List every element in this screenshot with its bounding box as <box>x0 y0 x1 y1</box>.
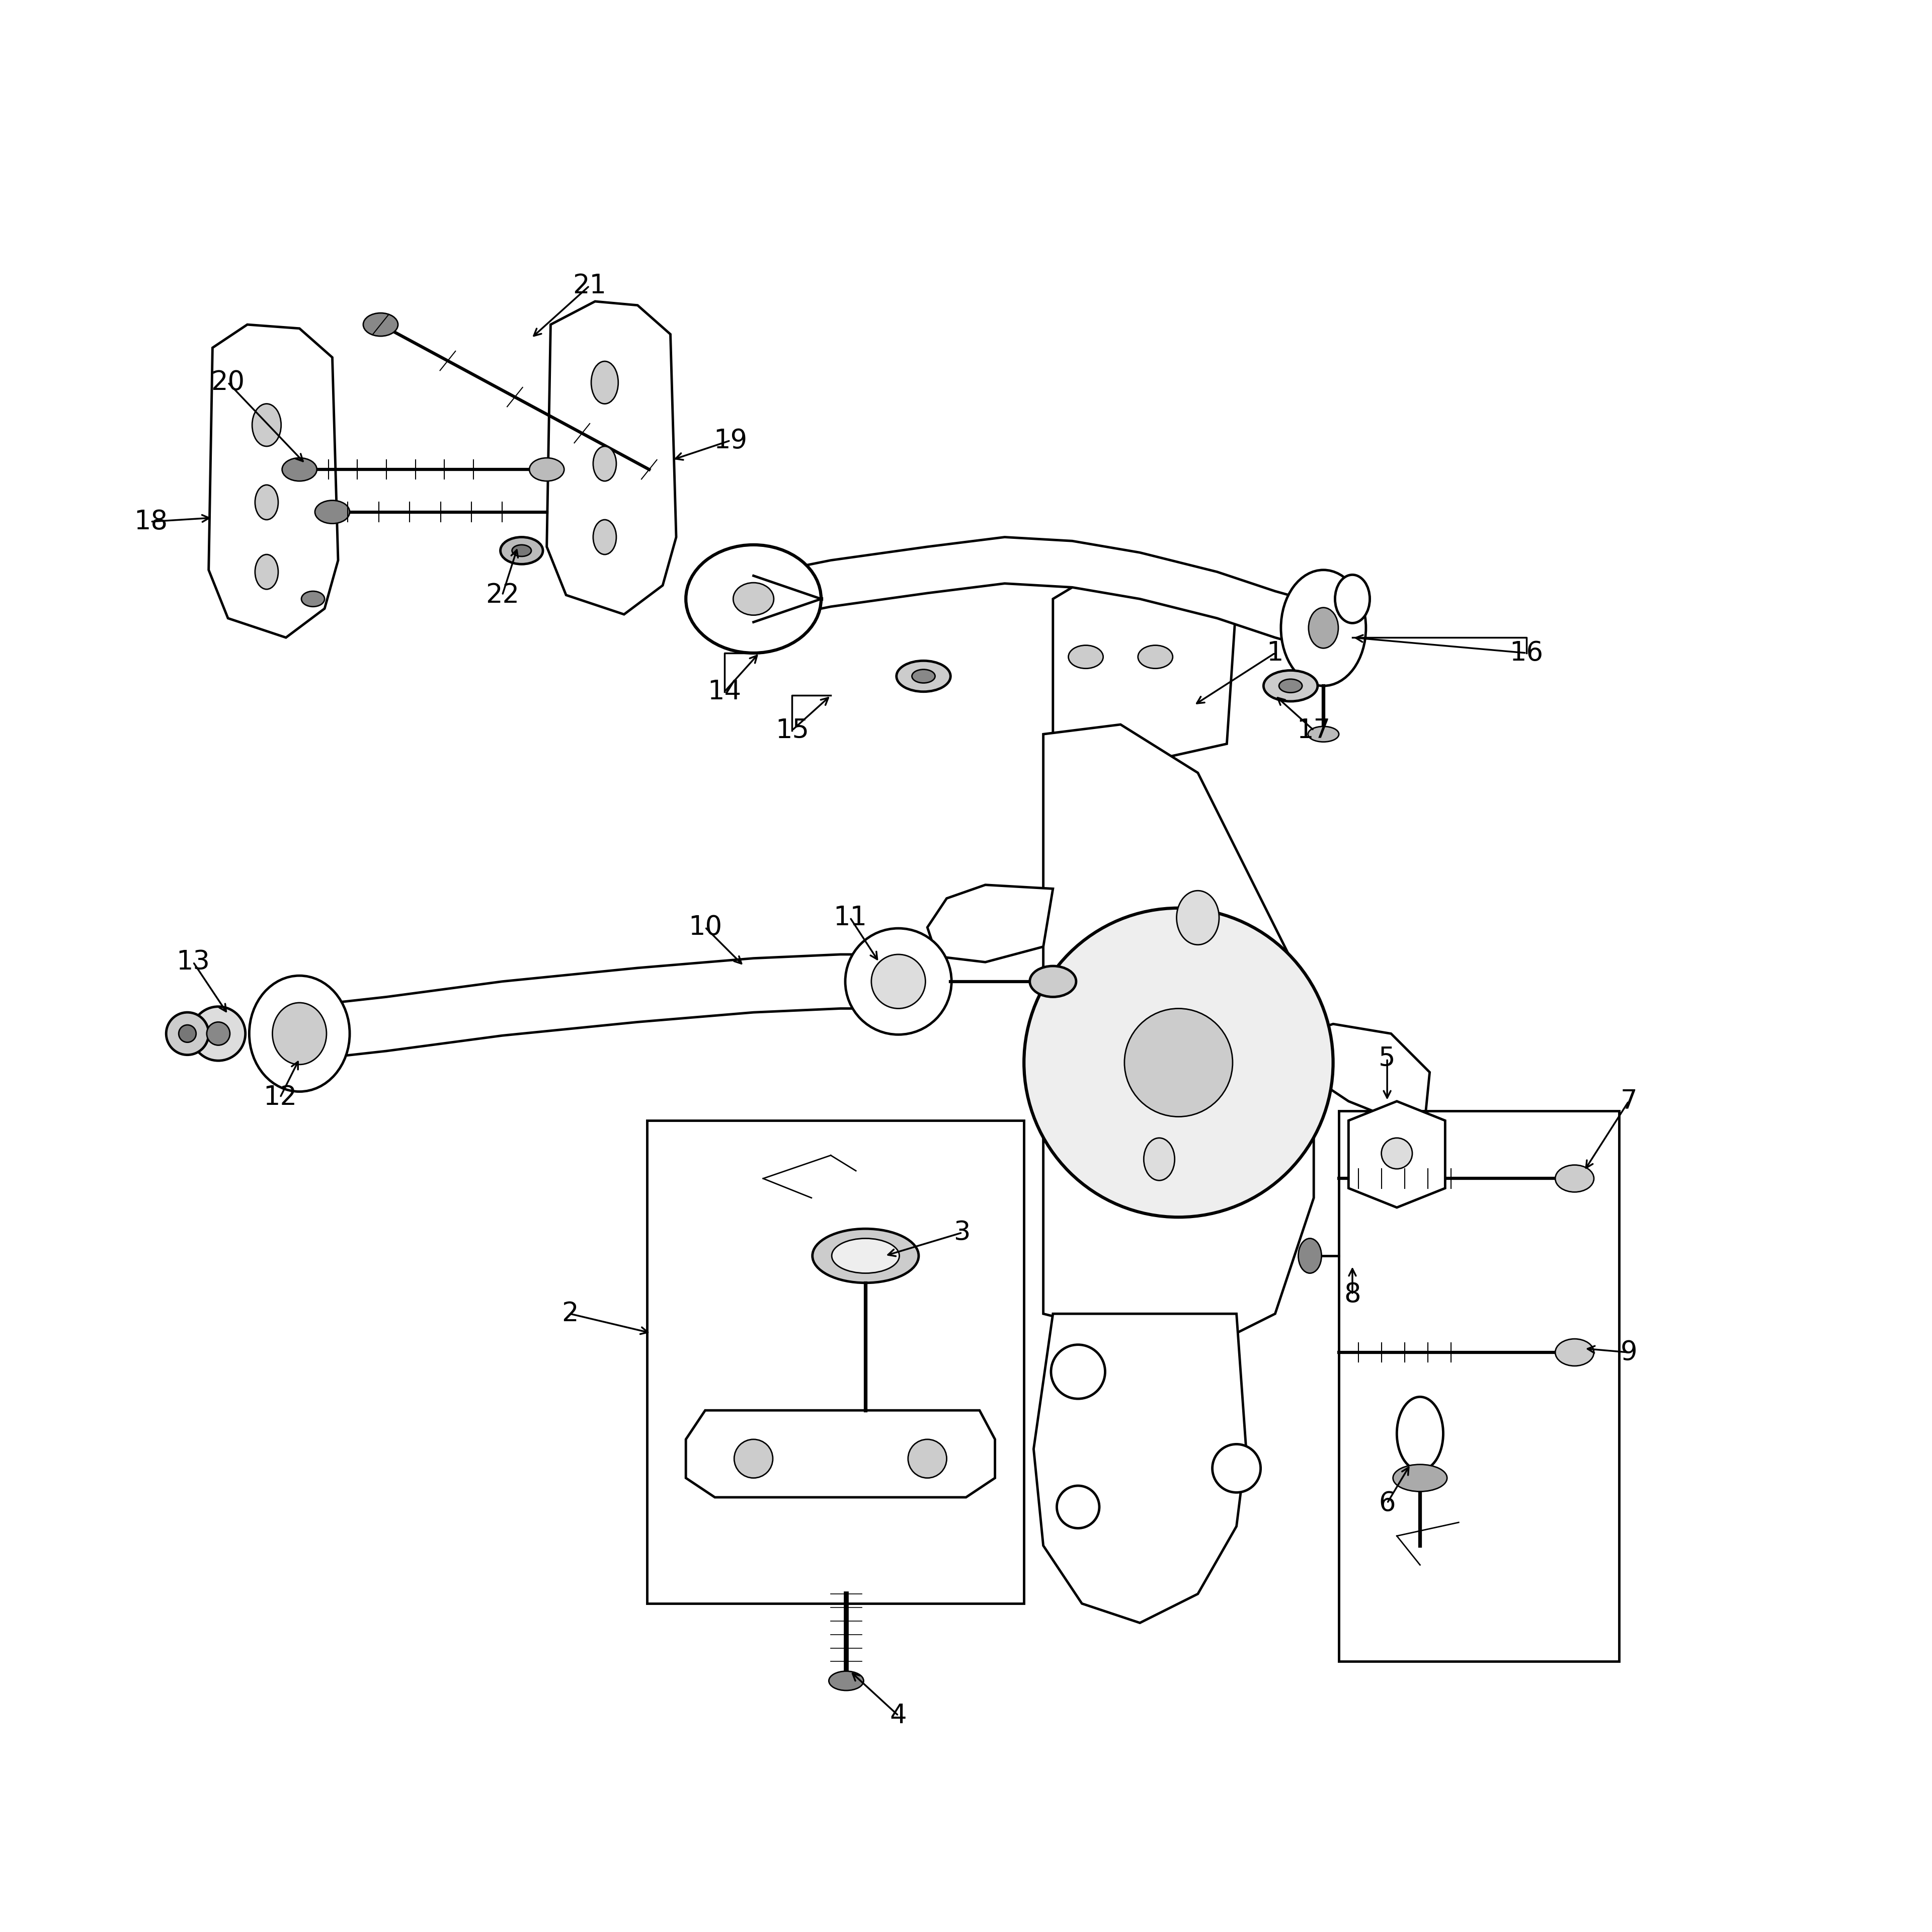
Ellipse shape <box>896 661 951 692</box>
Polygon shape <box>1043 725 1314 1352</box>
Ellipse shape <box>734 1439 773 1478</box>
Ellipse shape <box>255 485 278 520</box>
Text: 13: 13 <box>176 949 211 976</box>
Text: 18: 18 <box>133 508 168 535</box>
Ellipse shape <box>686 545 821 653</box>
Text: 12: 12 <box>263 1084 298 1111</box>
Text: 15: 15 <box>775 717 810 744</box>
Text: 11: 11 <box>833 904 867 931</box>
Ellipse shape <box>1024 908 1333 1217</box>
Text: 16: 16 <box>1509 639 1544 667</box>
Ellipse shape <box>1264 670 1318 701</box>
Ellipse shape <box>255 554 278 589</box>
Polygon shape <box>1349 1101 1445 1208</box>
Ellipse shape <box>1397 1397 1443 1470</box>
Ellipse shape <box>207 1022 230 1045</box>
Polygon shape <box>547 301 676 614</box>
Text: 10: 10 <box>688 914 723 941</box>
Text: 1: 1 <box>1267 639 1283 667</box>
Polygon shape <box>1034 1314 1246 1623</box>
Ellipse shape <box>500 537 543 564</box>
Ellipse shape <box>593 520 616 554</box>
Ellipse shape <box>363 313 398 336</box>
Ellipse shape <box>593 446 616 481</box>
Polygon shape <box>1053 570 1236 763</box>
Polygon shape <box>686 1410 995 1497</box>
Text: 21: 21 <box>572 272 607 299</box>
Ellipse shape <box>908 1439 947 1478</box>
Ellipse shape <box>811 1229 920 1283</box>
Text: 4: 4 <box>891 1702 906 1729</box>
Polygon shape <box>1275 1024 1430 1117</box>
Ellipse shape <box>1057 1486 1099 1528</box>
Ellipse shape <box>1068 645 1103 668</box>
Ellipse shape <box>249 976 350 1092</box>
Ellipse shape <box>1213 1445 1260 1492</box>
Ellipse shape <box>1279 678 1302 692</box>
Text: 9: 9 <box>1621 1339 1636 1366</box>
Text: 20: 20 <box>211 369 245 396</box>
Ellipse shape <box>1335 574 1370 622</box>
Ellipse shape <box>1144 1138 1175 1180</box>
Polygon shape <box>927 885 1053 962</box>
Ellipse shape <box>1124 1009 1233 1117</box>
Ellipse shape <box>301 591 325 607</box>
Text: 2: 2 <box>562 1300 578 1327</box>
Ellipse shape <box>1555 1165 1594 1192</box>
Ellipse shape <box>166 1012 209 1055</box>
Ellipse shape <box>512 545 531 556</box>
Text: 8: 8 <box>1345 1281 1360 1308</box>
Text: 7: 7 <box>1621 1088 1636 1115</box>
Ellipse shape <box>591 361 618 404</box>
Ellipse shape <box>1281 570 1366 686</box>
Ellipse shape <box>191 1007 245 1061</box>
Ellipse shape <box>912 670 935 684</box>
Ellipse shape <box>1308 726 1339 742</box>
Ellipse shape <box>1381 1138 1412 1169</box>
Text: 5: 5 <box>1379 1045 1395 1072</box>
Ellipse shape <box>734 583 773 614</box>
Ellipse shape <box>1051 1345 1105 1399</box>
Ellipse shape <box>1030 966 1076 997</box>
Ellipse shape <box>829 1671 864 1691</box>
Text: 19: 19 <box>713 427 748 454</box>
Ellipse shape <box>1177 891 1219 945</box>
Ellipse shape <box>1298 1238 1321 1273</box>
Ellipse shape <box>1308 607 1339 649</box>
Ellipse shape <box>871 954 925 1009</box>
Ellipse shape <box>315 500 350 524</box>
Ellipse shape <box>529 458 564 481</box>
Ellipse shape <box>251 404 280 446</box>
Ellipse shape <box>846 929 951 1036</box>
Ellipse shape <box>282 458 317 481</box>
Text: 22: 22 <box>485 582 520 609</box>
Ellipse shape <box>1138 645 1173 668</box>
Text: 3: 3 <box>954 1219 970 1246</box>
Bar <box>647 1121 1024 1604</box>
Text: 14: 14 <box>707 678 742 705</box>
Ellipse shape <box>1555 1339 1594 1366</box>
Text: 17: 17 <box>1296 717 1331 744</box>
Ellipse shape <box>831 1238 900 1273</box>
Text: 6: 6 <box>1379 1490 1395 1517</box>
Ellipse shape <box>272 1003 327 1065</box>
Bar <box>1339 1111 1619 1662</box>
Ellipse shape <box>178 1024 197 1043</box>
Ellipse shape <box>1393 1464 1447 1492</box>
Polygon shape <box>209 325 338 638</box>
